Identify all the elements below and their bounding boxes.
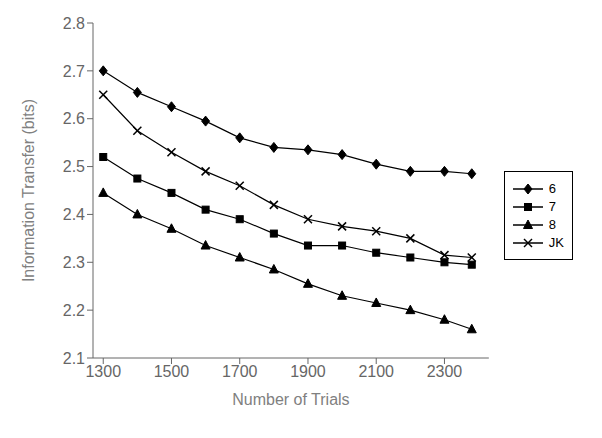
html-text:JK: JK xyxy=(548,235,564,250)
svg-text:2.6: 2.6 xyxy=(63,110,85,127)
svg-text:2.4: 2.4 xyxy=(63,206,85,223)
svg-text:2.2: 2.2 xyxy=(63,302,85,319)
svg-text:1700: 1700 xyxy=(222,363,258,380)
svg-text:2.3: 2.3 xyxy=(63,254,85,271)
html-text:7: 7 xyxy=(548,199,557,214)
svg-text:2300: 2300 xyxy=(427,363,463,380)
svg-text:Information Transfer (bits): Information Transfer (bits) xyxy=(20,99,37,282)
svg-text:2.5: 2.5 xyxy=(63,158,85,175)
svg-text:Number of Trials: Number of Trials xyxy=(232,391,349,408)
svg-text:2100: 2100 xyxy=(358,363,394,380)
svg-text:1300: 1300 xyxy=(85,363,121,380)
svg-text:2.1: 2.1 xyxy=(63,350,85,367)
svg-text:2.7: 2.7 xyxy=(63,63,85,80)
svg-text:1500: 1500 xyxy=(154,363,190,380)
svg-text:1900: 1900 xyxy=(290,363,326,380)
html-text:6: 6 xyxy=(548,181,557,196)
html-text:8: 8 xyxy=(548,217,557,232)
svg-text:2.8: 2.8 xyxy=(63,15,85,32)
